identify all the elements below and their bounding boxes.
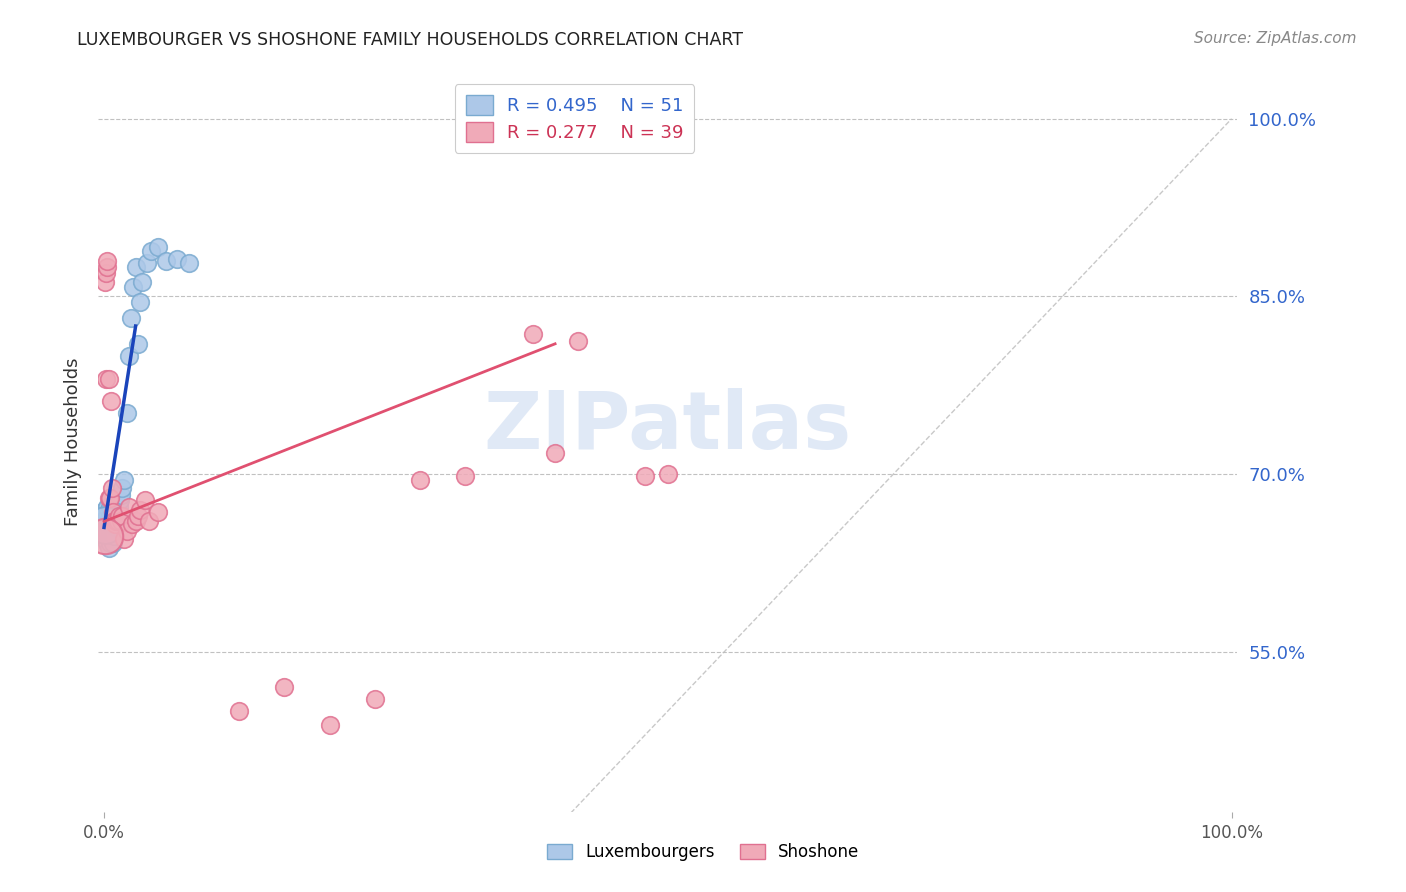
Point bbox=[129, 502, 152, 516]
Point bbox=[94, 526, 117, 541]
Point bbox=[107, 515, 129, 529]
Point bbox=[127, 336, 149, 351]
Point bbox=[94, 502, 117, 516]
Point bbox=[121, 516, 143, 531]
Point bbox=[124, 515, 146, 529]
Point bbox=[124, 260, 146, 274]
Point bbox=[177, 256, 200, 270]
Point bbox=[166, 252, 188, 266]
Point bbox=[101, 515, 124, 529]
Point bbox=[112, 533, 135, 547]
Point bbox=[98, 516, 121, 531]
Point bbox=[110, 515, 132, 529]
Point bbox=[454, 469, 477, 483]
Point bbox=[120, 310, 142, 325]
Point bbox=[97, 520, 120, 534]
Point bbox=[129, 295, 152, 310]
Point bbox=[103, 529, 125, 543]
Point bbox=[101, 536, 124, 550]
Point bbox=[634, 469, 657, 483]
Point bbox=[273, 681, 295, 695]
Point bbox=[131, 275, 153, 289]
Point bbox=[657, 467, 679, 482]
Point bbox=[101, 481, 124, 495]
Point bbox=[567, 334, 589, 349]
Point bbox=[104, 520, 127, 534]
Point bbox=[100, 520, 122, 534]
Point bbox=[104, 516, 127, 531]
Point bbox=[122, 280, 145, 294]
Point bbox=[363, 692, 385, 706]
Point bbox=[108, 493, 131, 508]
Point bbox=[96, 524, 118, 538]
Point bbox=[96, 253, 118, 268]
Point bbox=[107, 508, 129, 523]
Point bbox=[97, 491, 120, 505]
Point bbox=[94, 529, 117, 543]
Point bbox=[105, 515, 128, 529]
Point bbox=[98, 508, 121, 523]
Point bbox=[103, 516, 125, 531]
Point bbox=[96, 372, 118, 386]
Point bbox=[118, 349, 141, 363]
Point bbox=[94, 518, 117, 533]
Point bbox=[101, 505, 124, 519]
Point bbox=[103, 515, 125, 529]
Y-axis label: Family Households: Family Households bbox=[65, 358, 83, 525]
Point bbox=[98, 491, 121, 505]
Point bbox=[135, 256, 157, 270]
Point bbox=[522, 327, 544, 342]
Point bbox=[97, 372, 120, 386]
Point bbox=[112, 473, 135, 487]
Point bbox=[138, 515, 160, 529]
Text: LUXEMBOURGER VS SHOSHONE FAMILY HOUSEHOLDS CORRELATION CHART: LUXEMBOURGER VS SHOSHONE FAMILY HOUSEHOL… bbox=[77, 31, 744, 49]
Legend: Luxembourgers, Shoshone: Luxembourgers, Shoshone bbox=[540, 837, 866, 868]
Point bbox=[110, 488, 132, 502]
Point bbox=[96, 260, 118, 274]
Point bbox=[105, 508, 128, 523]
Point bbox=[98, 536, 121, 550]
Point bbox=[101, 524, 124, 538]
Point bbox=[134, 493, 156, 508]
Point bbox=[97, 512, 120, 526]
Point bbox=[100, 512, 122, 526]
Point bbox=[111, 481, 134, 495]
Point bbox=[111, 508, 134, 523]
Point bbox=[101, 516, 124, 531]
Point bbox=[96, 508, 118, 523]
Point bbox=[127, 508, 149, 523]
Point bbox=[96, 500, 118, 515]
Point bbox=[96, 529, 118, 543]
Point bbox=[94, 515, 117, 529]
Legend: R = 0.495    N = 51, R = 0.277    N = 39: R = 0.495 N = 51, R = 0.277 N = 39 bbox=[454, 84, 695, 153]
Point bbox=[107, 500, 129, 515]
Point bbox=[118, 500, 141, 515]
Point bbox=[100, 531, 122, 545]
Text: ZIPatlas: ZIPatlas bbox=[484, 388, 852, 466]
Point bbox=[101, 529, 124, 543]
Point bbox=[115, 405, 138, 419]
Point bbox=[96, 516, 118, 531]
Point bbox=[97, 541, 120, 555]
Point bbox=[98, 500, 121, 515]
Point bbox=[96, 536, 118, 550]
Point bbox=[228, 704, 250, 718]
Point bbox=[148, 240, 170, 254]
Point bbox=[96, 512, 118, 526]
Point bbox=[544, 446, 567, 460]
Text: Source: ZipAtlas.com: Source: ZipAtlas.com bbox=[1194, 31, 1357, 46]
Point bbox=[97, 533, 120, 547]
Point bbox=[148, 505, 170, 519]
Point bbox=[155, 253, 177, 268]
Point bbox=[318, 718, 340, 732]
Point bbox=[409, 473, 432, 487]
Point bbox=[94, 275, 117, 289]
Point bbox=[98, 526, 121, 541]
Point bbox=[107, 505, 129, 519]
Point bbox=[96, 266, 118, 280]
Point bbox=[141, 244, 163, 259]
Point bbox=[115, 524, 138, 538]
Point bbox=[100, 393, 122, 408]
